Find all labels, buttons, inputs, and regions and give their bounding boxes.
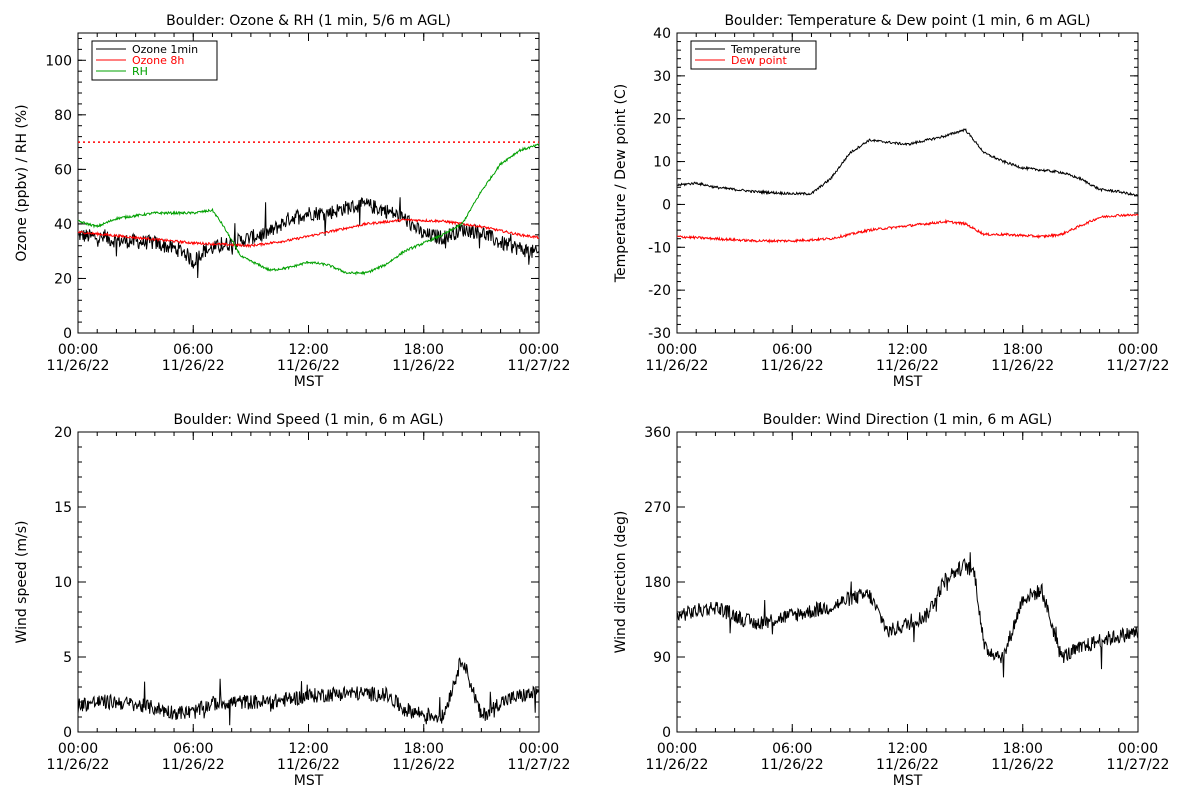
y-tick-label: 100 xyxy=(45,53,72,69)
x-tick-label: 18:00 xyxy=(1003,342,1043,358)
x-axis-label: MST xyxy=(893,374,923,390)
y-axis-label: Wind speed (m/s) xyxy=(14,521,30,644)
x-axis-label: MST xyxy=(294,773,324,789)
x-tick-label: 11/26/22 xyxy=(392,358,455,374)
x-tick-label: 12:00 xyxy=(887,741,927,757)
x-tick-label: 11/26/22 xyxy=(646,358,709,374)
legend-label: Ozone 8h xyxy=(132,54,184,67)
x-axis-label: MST xyxy=(893,773,923,789)
y-tick-label: 0 xyxy=(63,725,72,741)
x-tick-label: 18:00 xyxy=(404,342,444,358)
y-tick-label: 30 xyxy=(653,69,671,85)
chart-title: Boulder: Wind Speed (1 min, 6 m AGL) xyxy=(173,412,443,428)
y-tick-label: -20 xyxy=(648,283,671,299)
y-tick-label: 360 xyxy=(644,425,671,441)
x-tick-label: 00:00 xyxy=(657,741,697,757)
y-tick-label: 80 xyxy=(54,108,72,124)
y-tick-label: 90 xyxy=(653,650,671,666)
chart-title: Boulder: Ozone & RH (1 min, 5/6 m AGL) xyxy=(166,13,451,29)
x-tick-label: 11/27/22 xyxy=(508,757,571,773)
x-tick-label: 06:00 xyxy=(772,741,812,757)
x-tick-label: 06:00 xyxy=(173,741,213,757)
plot-frame xyxy=(676,431,1139,733)
x-tick-label: 11/26/22 xyxy=(646,757,709,773)
legend-label: Temperature xyxy=(730,43,801,56)
x-tick-label: 11/27/22 xyxy=(1107,757,1170,773)
series-line-2 xyxy=(676,213,1139,244)
chart-panel-4: Boulder: Wind Direction (1 min, 6 m AGL)… xyxy=(613,412,1169,789)
y-tick-label: 0 xyxy=(63,326,72,342)
x-tick-label: 11/26/22 xyxy=(47,358,110,374)
series-line-3 xyxy=(77,143,540,276)
series-line-1 xyxy=(676,552,1139,678)
y-tick-label: 15 xyxy=(54,500,72,516)
y-tick-label: 270 xyxy=(644,500,671,516)
y-tick-label: 40 xyxy=(54,217,72,233)
legend-label: Ozone 1min xyxy=(132,43,198,56)
x-tick-label: 11/26/22 xyxy=(991,358,1054,374)
plot-frame xyxy=(676,32,1139,334)
legend-box xyxy=(690,40,817,70)
y-tick-label: 180 xyxy=(644,575,671,591)
y-tick-label: 20 xyxy=(653,112,671,128)
x-tick-label: 11/26/22 xyxy=(761,358,824,374)
x-tick-label: 11/26/22 xyxy=(47,757,110,773)
x-tick-label: 18:00 xyxy=(1003,741,1043,757)
y-tick-label: 10 xyxy=(653,155,671,171)
chart-title: Boulder: Temperature & Dew point (1 min,… xyxy=(724,13,1090,29)
x-tick-label: 00:00 xyxy=(519,342,559,358)
y-tick-label: 20 xyxy=(54,425,72,441)
x-tick-label: 12:00 xyxy=(288,741,328,757)
x-tick-label: 06:00 xyxy=(173,342,213,358)
series-line-1 xyxy=(77,197,540,279)
x-tick-label: 11/26/22 xyxy=(761,757,824,773)
chart-panel-1: Boulder: Ozone & RH (1 min, 5/6 m AGL) 0 2… xyxy=(14,13,570,390)
x-tick-label: 11/26/22 xyxy=(991,757,1054,773)
x-tick-label: 11/26/22 xyxy=(876,757,939,773)
x-tick-label: 11/26/22 xyxy=(277,358,340,374)
y-tick-label: -30 xyxy=(648,326,671,342)
x-tick-label: 11/26/22 xyxy=(392,757,455,773)
x-axis-label: MST xyxy=(294,374,324,390)
chart-panel-2: Boulder: Temperature & Dew point (1 min,… xyxy=(613,13,1169,390)
series-line-1 xyxy=(677,128,1139,197)
y-tick-label: 40 xyxy=(653,26,671,42)
x-tick-label: 11/27/22 xyxy=(508,358,571,374)
x-tick-label: 11/26/22 xyxy=(162,358,225,374)
x-tick-label: 18:00 xyxy=(404,741,444,757)
x-tick-label: 11/26/22 xyxy=(876,358,939,374)
x-tick-label: 00:00 xyxy=(657,342,697,358)
y-tick-label: -10 xyxy=(648,240,671,256)
x-tick-label: 06:00 xyxy=(772,342,812,358)
legend-label: Dew point xyxy=(731,54,787,67)
y-tick-label: 20 xyxy=(54,271,72,287)
x-tick-label: 11/27/22 xyxy=(1107,358,1170,374)
y-tick-label: 60 xyxy=(54,162,72,178)
x-tick-label: 12:00 xyxy=(887,342,927,358)
series-line-1 xyxy=(77,657,540,726)
y-tick-label: 0 xyxy=(662,197,671,213)
y-axis-label: Wind direction (deg) xyxy=(613,511,629,654)
x-tick-label: 12:00 xyxy=(288,342,328,358)
x-tick-label: 00:00 xyxy=(1118,342,1158,358)
y-tick-label: 10 xyxy=(54,575,72,591)
x-tick-label: 00:00 xyxy=(58,741,98,757)
chart-title: Boulder: Wind Direction (1 min, 6 m AGL) xyxy=(763,412,1052,428)
y-tick-label: 5 xyxy=(63,650,72,666)
chart-panel-3: Boulder: Wind Speed (1 min, 6 m AGL) 0 5 10… xyxy=(14,412,570,789)
y-axis-label: Temperature / Dew point (C) xyxy=(613,84,629,283)
x-tick-label: 11/26/22 xyxy=(162,757,225,773)
y-tick-label: 0 xyxy=(662,725,671,741)
x-tick-label: 00:00 xyxy=(1118,741,1158,757)
y-axis-label: Ozone (ppbv) / RH (%) xyxy=(14,104,30,261)
x-tick-label: 00:00 xyxy=(58,342,98,358)
x-tick-label: 11/26/22 xyxy=(277,757,340,773)
x-tick-label: 00:00 xyxy=(519,741,559,757)
legend-label: RH xyxy=(132,65,148,78)
